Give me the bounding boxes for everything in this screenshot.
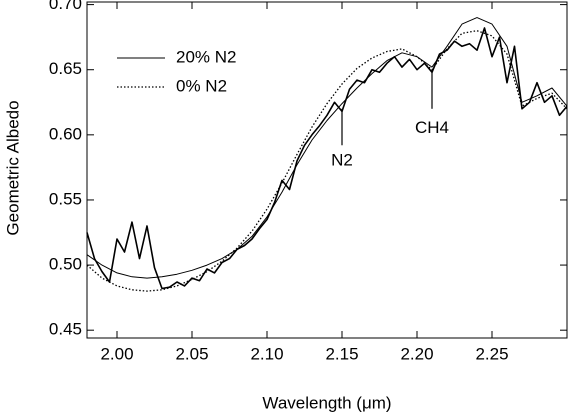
series-line [86,27,568,290]
y-tick-label: 0.65 [49,59,82,78]
y-tick-label: 0.70 [49,0,82,13]
legend-label: 0% N2 [176,76,227,95]
y-axis-label: Geometric Albedo [3,100,22,235]
plot-frame [86,1,568,339]
annotation: CH4 [415,118,449,137]
series-line [86,17,568,279]
legend-label: 20% N2 [176,47,236,66]
y-tick-label: 0.50 [49,255,82,274]
y-tick-label: 0.55 [49,189,82,208]
x-tick-label: 2.05 [175,344,208,363]
y-tick-label: 0.60 [49,124,82,143]
x-axis-label: Wavelength (μm) [262,393,391,412]
x-tick-label: 2.10 [250,344,283,363]
y-tick-label: 0.45 [49,320,82,339]
x-tick-label: 2.20 [400,344,433,363]
x-tick-label: 2.25 [475,344,508,363]
series-line [86,30,568,292]
x-tick-label: 2.00 [100,344,133,363]
x-tick-label: 2.15 [325,344,358,363]
annotation: N2 [331,150,353,169]
